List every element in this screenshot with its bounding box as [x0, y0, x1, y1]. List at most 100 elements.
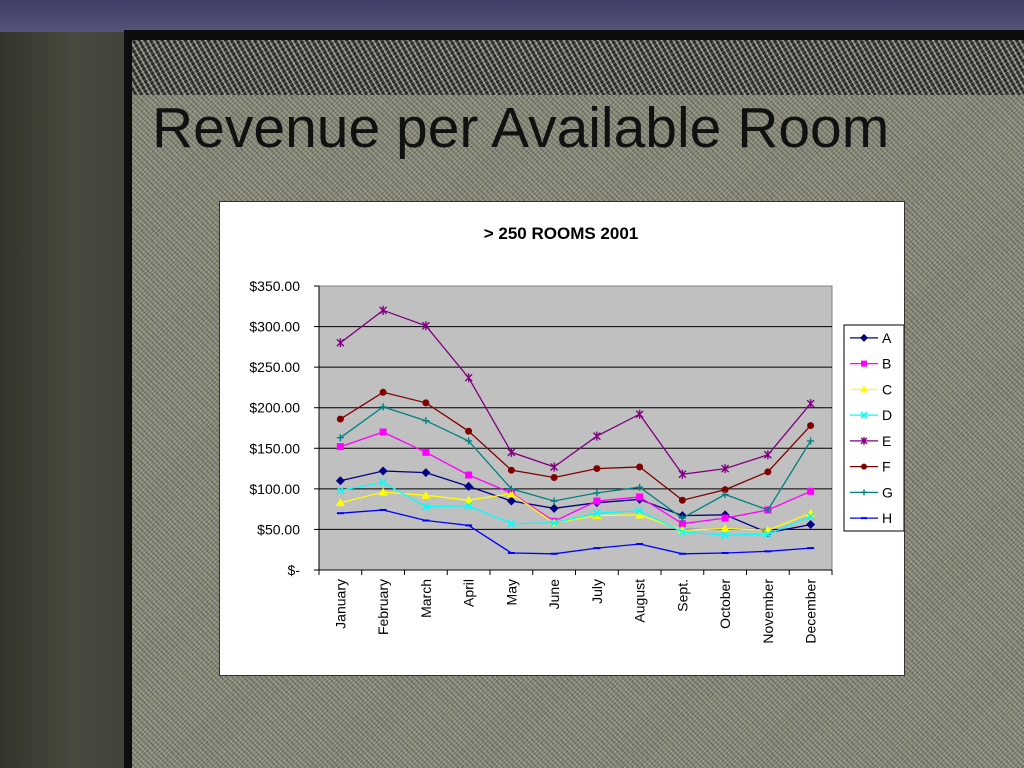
data-point — [593, 489, 601, 497]
series-line-d — [340, 481, 811, 536]
x-tick-label: February — [375, 579, 391, 635]
data-point — [379, 388, 387, 396]
top-band — [0, 0, 1024, 32]
data-point — [378, 466, 388, 476]
data-point — [464, 481, 474, 491]
x-tick-label: Sept. — [674, 579, 690, 612]
data-point — [860, 385, 868, 393]
data-point — [861, 463, 867, 470]
data-point — [336, 434, 344, 442]
data-point — [379, 428, 387, 436]
legend-label: F — [882, 459, 891, 475]
data-point — [379, 305, 388, 315]
data-point — [507, 466, 515, 474]
x-tick-label: April — [461, 579, 477, 607]
data-point — [421, 468, 431, 478]
data-point — [335, 498, 345, 507]
data-point — [421, 490, 431, 499]
data-point — [465, 427, 473, 435]
data-point — [806, 512, 815, 521]
x-tick-label: March — [418, 579, 434, 618]
data-point — [636, 463, 644, 471]
data-point — [636, 493, 644, 501]
data-point — [421, 321, 430, 331]
data-point — [635, 510, 645, 519]
data-point — [464, 495, 474, 504]
data-point — [549, 503, 559, 513]
data-point — [336, 415, 344, 423]
series-line-a — [340, 470, 811, 534]
legend-label: D — [882, 407, 892, 423]
y-tick-label: $200.00 — [249, 400, 300, 416]
x-tick-label: July — [589, 579, 605, 604]
series-line-g — [340, 406, 812, 519]
x-tick-label: May — [503, 579, 519, 605]
y-tick-label: $150.00 — [249, 440, 300, 456]
legend-label: A — [882, 330, 892, 346]
x-tick-label: January — [332, 579, 348, 629]
data-point — [678, 469, 687, 479]
data-point — [550, 462, 559, 472]
data-point — [721, 491, 729, 499]
series-line-c — [340, 491, 811, 531]
y-tick-label: $300.00 — [249, 319, 300, 335]
data-point — [422, 417, 430, 425]
data-point — [593, 497, 601, 505]
data-point — [592, 511, 602, 520]
slide-top-border — [124, 30, 1024, 40]
data-point — [335, 476, 345, 486]
y-tick-label: $- — [288, 562, 301, 578]
data-point — [806, 399, 815, 409]
y-tick-label: $100.00 — [249, 481, 300, 497]
data-point — [764, 468, 772, 476]
data-point — [592, 509, 601, 518]
series-line-h — [340, 509, 811, 555]
slide-title: Revenue per Available Room — [152, 96, 890, 160]
line-chart: > 250 ROOMS 2001 $- $50.00 $100.00 $150.00 $… — [249, 224, 904, 644]
data-point — [550, 497, 558, 505]
data-point — [806, 520, 816, 530]
legend-label: C — [882, 381, 892, 397]
y-tick-label: $50.00 — [257, 521, 300, 537]
data-point — [378, 487, 388, 496]
data-point — [336, 486, 345, 495]
series-line-e — [340, 309, 812, 475]
data-point — [635, 506, 644, 515]
data-point — [764, 506, 772, 514]
legend-box — [843, 324, 904, 532]
legend-label: G — [882, 484, 893, 500]
data-point — [592, 431, 601, 441]
data-point — [721, 514, 729, 522]
slide-divider — [124, 32, 132, 768]
y-tick-label: $250.00 — [249, 359, 300, 375]
data-point — [636, 483, 644, 491]
legend-label: E — [882, 433, 891, 449]
data-point — [807, 437, 815, 445]
data-point — [678, 527, 687, 536]
data-point — [550, 518, 559, 528]
data-point — [860, 333, 868, 342]
data-point — [763, 450, 772, 460]
legend-label: H — [882, 510, 892, 526]
plot-area — [318, 285, 833, 571]
data-point — [763, 530, 772, 539]
legend-label: B — [882, 356, 891, 372]
data-point — [678, 496, 686, 504]
x-tick-label: June — [546, 579, 562, 610]
x-tick-label: August — [632, 579, 648, 623]
data-point — [465, 471, 473, 479]
data-point — [678, 520, 686, 528]
x-tick-label: November — [760, 579, 776, 644]
data-point — [422, 399, 430, 407]
data-point — [635, 409, 644, 419]
data-point — [807, 422, 815, 430]
data-point — [506, 496, 516, 506]
data-point — [593, 465, 601, 473]
data-point — [465, 437, 473, 445]
data-point — [507, 519, 516, 528]
data-point — [720, 524, 730, 533]
data-point — [721, 531, 730, 540]
data-point — [507, 447, 516, 457]
y-tick-label: $350.00 — [249, 278, 300, 294]
data-point — [464, 501, 473, 510]
